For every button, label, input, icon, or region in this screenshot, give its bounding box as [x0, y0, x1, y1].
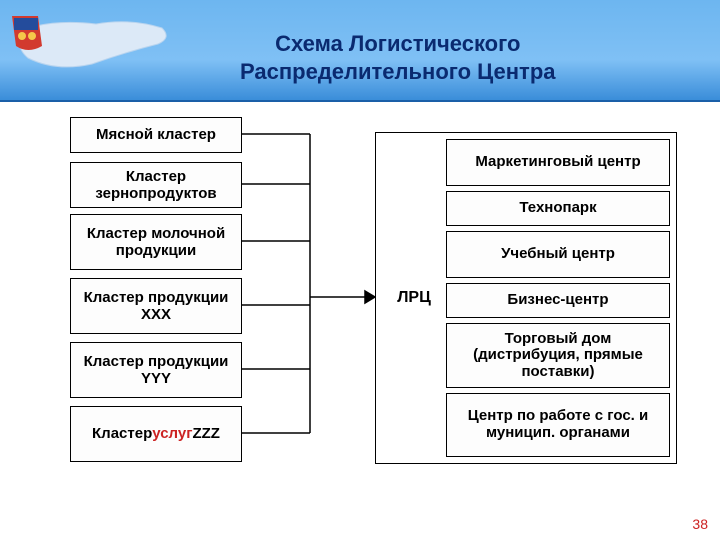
diagram-canvas: Мясной кластер Кластер зернопродуктов Клас… [0, 102, 720, 540]
cluster-zzz: Кластер услуг ZZZ [70, 406, 242, 462]
lrc-stack: Маркетинговый центр Технопарк Учебный цент… [446, 139, 670, 457]
cluster-meat: Мясной кластер [70, 117, 242, 153]
lrc-item-gov: Центр по работе с гос. и муницип. органа… [446, 393, 670, 457]
page-number: 38 [692, 516, 708, 532]
title-line-2: Распределительного Центра [240, 58, 556, 86]
lrc-item-trade: Торговый дом (дистрибуция, прямые постав… [446, 323, 670, 387]
cluster-grain: Кластер зернопродуктов [70, 162, 242, 208]
region-map-badge [6, 6, 176, 86]
lrc-item-edu: Учебный центр [446, 231, 670, 278]
lrc-item-marketing: Маркетинговый центр [446, 139, 670, 186]
title-line-1: Схема Логистического [240, 30, 556, 58]
cluster-dairy: Кластер молочной продукции [70, 214, 242, 270]
header-banner: Схема Логистического Распределительного … [0, 0, 720, 102]
lrc-item-technopark: Технопарк [446, 191, 670, 226]
lrc-label: ЛРЦ [388, 133, 440, 463]
cluster-yyy: Кластер продукции YYY [70, 342, 242, 398]
page-title: Схема Логистического Распределительного … [240, 30, 556, 85]
lrc-item-biz: Бизнес-центр [446, 283, 670, 318]
cluster-xxx: Кластер продукции ХХХ [70, 278, 242, 334]
lrc-container: ЛРЦ Маркетинговый центр Технопарк Учебный … [375, 132, 677, 464]
